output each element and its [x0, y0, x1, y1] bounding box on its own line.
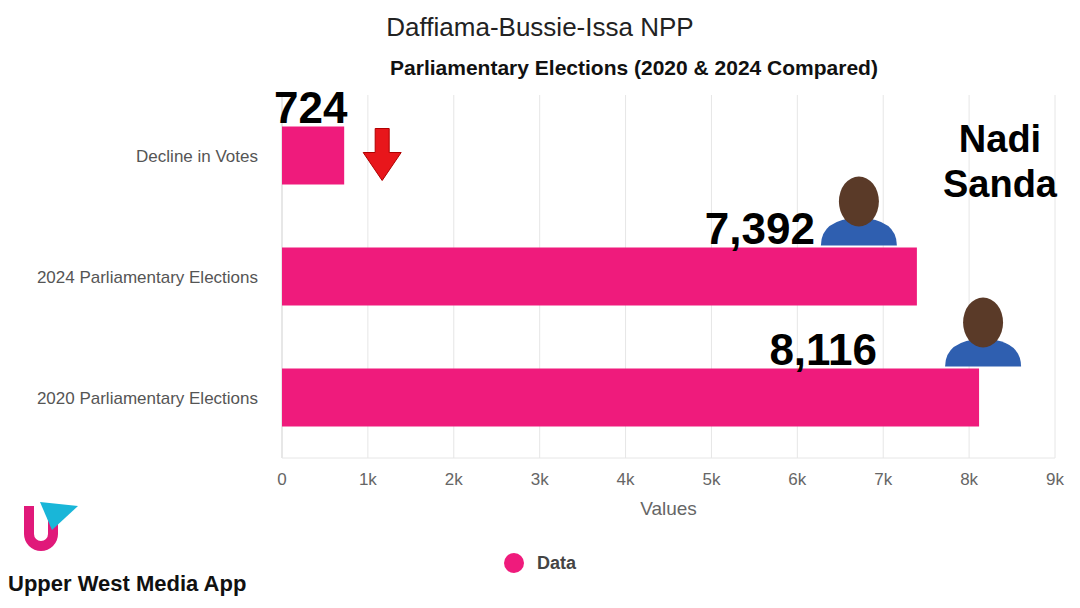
bar	[282, 248, 917, 306]
annotation-line: Sanda	[943, 163, 1058, 205]
title: Daffiama-Bussie-Issa NPP	[386, 12, 693, 42]
tick-label: 9k	[1046, 470, 1064, 489]
chart: Daffiama-Bussie-Issa NPP Parliamentary El…	[0, 0, 1080, 608]
tick-label: 5k	[702, 470, 720, 489]
tick-label: 6k	[788, 470, 806, 489]
grid-line	[1055, 95, 1056, 458]
category-label: 2024 Parliamentary Elections	[37, 268, 258, 287]
tick-label: 1k	[359, 470, 377, 489]
x-axis-line	[282, 458, 1055, 459]
tick-label: 7k	[874, 470, 892, 489]
data-label: 8,116	[769, 325, 877, 374]
data-label: 7,392	[705, 204, 815, 253]
bars	[282, 127, 979, 427]
avatar-head	[839, 177, 879, 227]
avatar	[821, 177, 897, 246]
logo	[24, 502, 78, 551]
data-label: 724	[274, 83, 348, 132]
legend-label: Data	[537, 553, 577, 573]
category-label: 2020 Parliamentary Elections	[37, 389, 258, 408]
tick-label: 8k	[960, 470, 978, 489]
bar	[282, 369, 979, 427]
category-label: Decline in Votes	[136, 147, 258, 166]
logo-flag	[40, 502, 78, 530]
tick-label: 4k	[617, 470, 635, 489]
tick-label: 2k	[445, 470, 463, 489]
annotation-line: Nadi	[959, 118, 1041, 160]
avatar	[945, 298, 1021, 367]
annotation: NadiSanda	[943, 118, 1058, 205]
tick-label: 3k	[531, 470, 549, 489]
legend-swatch	[504, 553, 524, 573]
subtitle: Parliamentary Elections (2020 & 2024 Com…	[390, 56, 878, 79]
bar	[282, 127, 344, 185]
avatar-head	[963, 298, 1003, 348]
tick-label: 0	[277, 470, 286, 489]
arrow-icon	[363, 129, 401, 181]
watermark: Upper West Media App	[8, 571, 246, 596]
axis-title: Values	[640, 498, 697, 519]
